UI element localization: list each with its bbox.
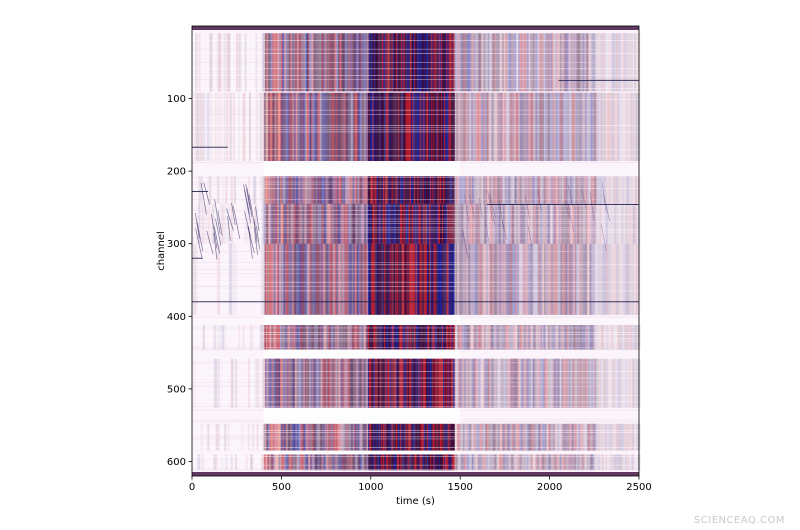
plot-frame: [191, 25, 640, 477]
y-tick-label: 300: [167, 239, 186, 250]
x-tick-label: 500: [272, 482, 291, 493]
x-tick-label: 0: [189, 482, 195, 493]
x-axis-label: time (s): [396, 496, 435, 507]
diagonal-traces: [194, 182, 611, 260]
plot-area: [192, 26, 641, 476]
y-axis: 100 200 300 400 500 600: [167, 94, 192, 468]
x-tick-label: 2500: [626, 482, 651, 493]
channel-lines: [192, 29, 639, 470]
quiet-gaps: [263, 161, 461, 455]
x-tick-label: 1500: [447, 482, 472, 493]
y-tick-label: 500: [167, 384, 186, 395]
watermark: SCIENCEAQ.COM: [694, 515, 785, 526]
signal-stripes: [193, 33, 641, 471]
y-tick-label: 600: [167, 457, 186, 468]
x-tick-label: 1000: [358, 482, 383, 493]
y-tick-label: 400: [167, 312, 186, 323]
y-tick-label: 200: [167, 167, 186, 178]
y-axis-label: channel: [156, 231, 167, 271]
horizontal-traces: [192, 79, 639, 303]
x-axis: 0 500 1000 1500 2000 2500: [189, 476, 652, 493]
x-tick-label: 2000: [537, 482, 562, 493]
y-tick-label: 100: [167, 94, 186, 105]
